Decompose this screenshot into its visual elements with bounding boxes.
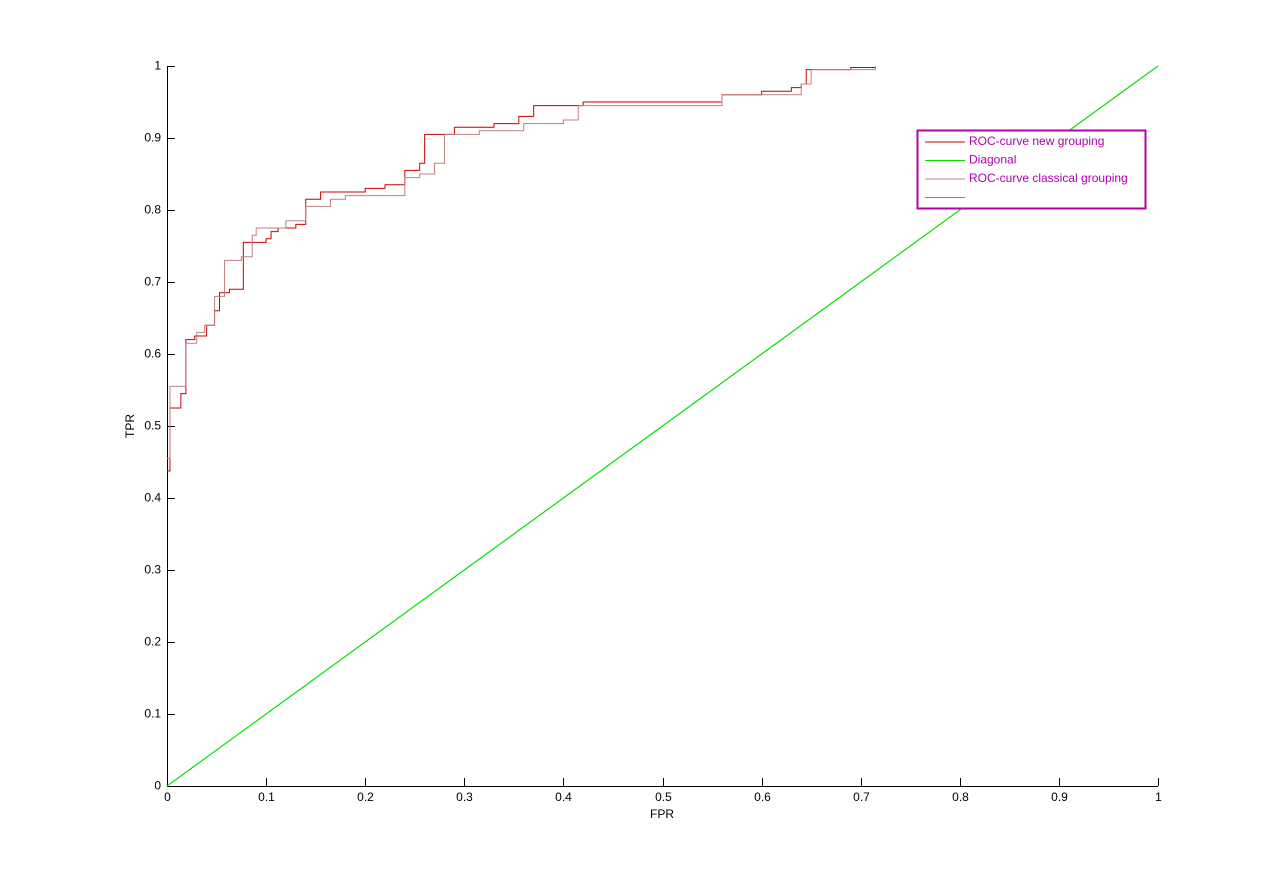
y-tick-label: 0.6	[144, 347, 161, 361]
roc-line	[167, 66, 877, 459]
y-tick-label: 0.1	[144, 707, 161, 721]
x-tick-label: 0	[164, 790, 171, 804]
x-tick-label: 0.4	[555, 790, 572, 804]
x-tick-label: 0.9	[1051, 790, 1068, 804]
legend-label: ROC-curve new grouping	[969, 134, 1104, 148]
x-tick-label: 0.7	[853, 790, 870, 804]
roc-line	[167, 66, 877, 472]
legend: ROC-curve new grouping Diagonal ROC-curve …	[916, 129, 1147, 210]
y-tick-label: 0.7	[144, 275, 161, 289]
x-tick-label: 1	[1155, 790, 1162, 804]
x-tick-label: 0.6	[754, 790, 771, 804]
x-tick-label: 0.5	[655, 790, 672, 804]
x-tick-label: 0.8	[952, 790, 969, 804]
legend-label: Diagonal	[969, 153, 1016, 167]
x-tick-label: 0.3	[456, 790, 473, 804]
legend-box	[916, 129, 1147, 210]
y-tick-label: 0.4	[144, 491, 161, 505]
x-tick-label: 0.1	[258, 790, 275, 804]
y-tick-label: 0.9	[144, 131, 161, 145]
y-axis-label: TPR	[123, 414, 137, 438]
y-tick-label: 1	[154, 59, 161, 73]
y-tick-label: 0.5	[144, 419, 161, 433]
x-tick-label: 0.2	[357, 790, 374, 804]
y-tick-label: 0.3	[144, 563, 161, 577]
x-axis-label: FPR	[650, 807, 674, 821]
y-tick-label: 0.2	[144, 635, 161, 649]
y-tick-label: 0	[154, 779, 161, 793]
y-tick-label: 0.8	[144, 203, 161, 217]
legend-label: ROC-curve classical grouping	[969, 171, 1128, 185]
